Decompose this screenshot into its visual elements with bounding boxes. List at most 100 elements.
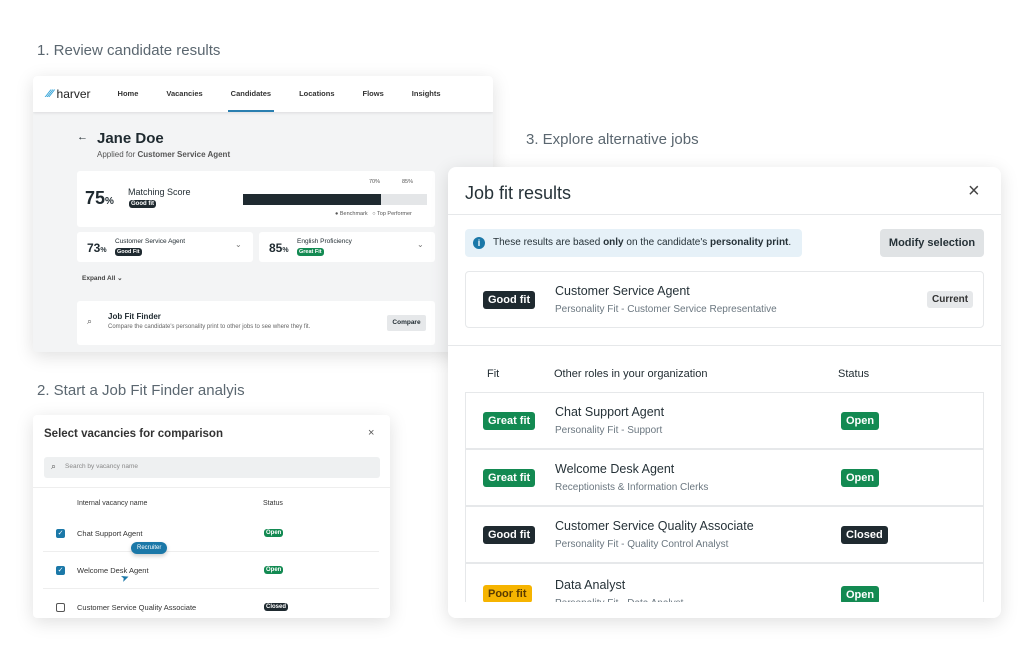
job-fit-finder-desc: Compare the candidate's personality prin… (108, 324, 311, 330)
sub-score-label: Customer Service Agent (115, 238, 186, 245)
status-badge: Open (264, 529, 284, 537)
job-subtitle: Personality Fit - Support (555, 425, 663, 436)
job-title: Chat Support Agent (555, 405, 665, 419)
modal-title: Select vacancies for comparison (44, 428, 223, 440)
status-badge: Open (841, 411, 880, 430)
chevron-down-icon[interactable]: ⌄ (235, 240, 242, 249)
step-3-label: 3. Explore alternative jobs (526, 131, 699, 148)
checkbox-unchecked[interactable] (56, 602, 65, 612)
step-1-label: 1. Review candidate results (37, 42, 221, 59)
vacancy-name: Chat Support Agent (77, 528, 143, 538)
unit: % (100, 247, 107, 254)
expand-all-label: Expand All (82, 275, 116, 282)
matching-score-bar (243, 194, 427, 205)
vacancy-name: Welcome Desk Agent (77, 565, 149, 575)
nav-vacancies[interactable]: Vacancies (166, 89, 203, 98)
matching-score-label: Matching Score (128, 187, 191, 197)
close-icon[interactable]: × (968, 180, 980, 202)
job-fit-results-modal: Job fit results × i These results are ba… (448, 167, 1001, 618)
matching-score-fill (243, 194, 381, 205)
unit: % (105, 196, 114, 207)
matching-score-value: 75 (85, 188, 106, 208)
job-fit-finder-title: Job Fit Finder (108, 312, 161, 321)
recruiter-cursor-tooltip: Recruiter (131, 542, 168, 554)
job-subtitle: Personality Fit - Quality Control Analys… (555, 539, 729, 550)
info-text: on the candidate's (623, 237, 711, 248)
expand-all-button[interactable]: Expand All ⌄ (82, 274, 123, 282)
fit-badge: Great fit (483, 412, 536, 430)
good-fit-badge: Good Fit (115, 248, 142, 256)
info-text: These results are based (493, 237, 604, 248)
column-header-status: Status (263, 500, 283, 507)
step-2-label: 2. Start a Job Fit Finder analyis (37, 382, 245, 399)
checkbox-checked[interactable]: ✓ (56, 528, 65, 538)
candidate-results-panel: ⁄⁄⁄ harver Home Vacancies Candidates Loc… (33, 76, 493, 352)
sub-score-card-english[interactable]: 85% English Proficiency Great Fit ⌄ (259, 232, 435, 262)
info-icon: i (473, 237, 485, 249)
job-row[interactable]: Great fit Welcome Desk Agent Receptionist… (465, 449, 984, 506)
sub-score-value: 85 (269, 241, 283, 255)
nav-insights[interactable]: Insights (411, 89, 441, 98)
unit: % (282, 247, 289, 254)
column-header-status: Status (838, 368, 870, 380)
candidate-name: Jane Doe (97, 130, 164, 147)
job-fit-finder-card: ⌕ Job Fit Finder Compare the candidate's… (77, 301, 435, 345)
nav-candidates[interactable]: Candidates (227, 76, 275, 112)
legend-benchmark: Benchmark (339, 211, 368, 217)
job-title: Data Analyst (555, 578, 626, 592)
job-title: Customer Service Quality Associate (555, 519, 754, 533)
close-icon[interactable]: × (368, 427, 375, 439)
vacancy-row[interactable]: ✓ Chat Support Agent Open (43, 515, 379, 552)
applied-role: Customer Service Agent (137, 150, 231, 159)
select-vacancies-modal: Select vacancies for comparison × ⌕ Sear… (33, 415, 390, 618)
info-text-bold: only (603, 237, 624, 248)
job-title: Welcome Desk Agent (555, 462, 675, 476)
chevron-down-icon: ⌄ (117, 275, 123, 282)
info-text-bold: personality print (710, 237, 789, 248)
benchmark-pct: 70% (369, 179, 381, 185)
nav-home[interactable]: Home (117, 89, 139, 98)
good-fit-badge: Good fit (129, 200, 156, 208)
compare-button[interactable]: Compare (387, 315, 426, 331)
info-text: . (788, 237, 792, 248)
info-banner: i These results are based only on the ca… (465, 229, 802, 257)
fit-badge: Good fit (483, 291, 536, 309)
chevron-down-icon[interactable]: ⌄ (417, 240, 424, 249)
great-fit-badge: Great Fit (297, 248, 324, 256)
vacancy-name: Customer Service Quality Associate (77, 602, 197, 612)
status-badge: Closed (841, 525, 888, 544)
fit-badge: Poor fit (483, 585, 532, 603)
legend-top-performer: Top Performer (377, 211, 412, 217)
status-badge: Open (841, 468, 880, 487)
sub-score-card-customer-service[interactable]: 73% Customer Service Agent Good Fit ⌄ (77, 232, 253, 262)
job-subtitle: Receptionists & Information Clerks (555, 482, 709, 493)
vacancy-row[interactable]: Customer Service Quality Associate Closed (43, 589, 379, 618)
nav-flows[interactable]: Flows (362, 89, 384, 98)
column-header-name: Internal vacancy name (77, 500, 148, 507)
search-icon: ⌕ (51, 461, 57, 471)
matching-score-card: 75% Matching Score Good fit 70% 85% ● Be… (77, 171, 435, 227)
top-performer-pct: 85% (402, 179, 414, 185)
job-title: Customer Service Agent (555, 284, 690, 298)
back-arrow-icon[interactable]: ← (77, 131, 88, 143)
job-row[interactable]: Good fit Customer Service Quality Associ… (465, 506, 984, 563)
sub-score-value: 73 (87, 241, 101, 255)
fit-badge: Good fit (483, 526, 536, 544)
job-subtitle: Personality Fit - Customer Service Repre… (555, 304, 777, 315)
nav-locations[interactable]: Locations (299, 89, 335, 98)
logo-text[interactable]: harver (56, 87, 91, 101)
search-input[interactable]: ⌕ Search by vacancy name (44, 457, 380, 478)
sub-score-label: English Proficiency (297, 238, 352, 245)
vacancy-row[interactable]: ✓ Welcome Desk Agent Open (43, 552, 379, 589)
status-badge: Closed (264, 603, 289, 611)
job-row[interactable]: Great fit Chat Support Agent Personality … (465, 392, 984, 449)
checkbox-checked[interactable]: ✓ (56, 565, 65, 575)
top-nav: ⁄⁄⁄ harver Home Vacancies Candidates Loc… (33, 76, 493, 112)
search-placeholder: Search by vacancy name (65, 463, 138, 470)
current-badge: Current (927, 291, 974, 308)
modify-selection-button[interactable]: Modify selection (880, 229, 984, 257)
column-header-roles: Other roles in your organization (554, 368, 708, 380)
column-header-fit: Fit (487, 368, 500, 380)
modal-title: Job fit results (465, 183, 572, 203)
harver-logo-icon: ⁄⁄⁄ (47, 88, 53, 100)
